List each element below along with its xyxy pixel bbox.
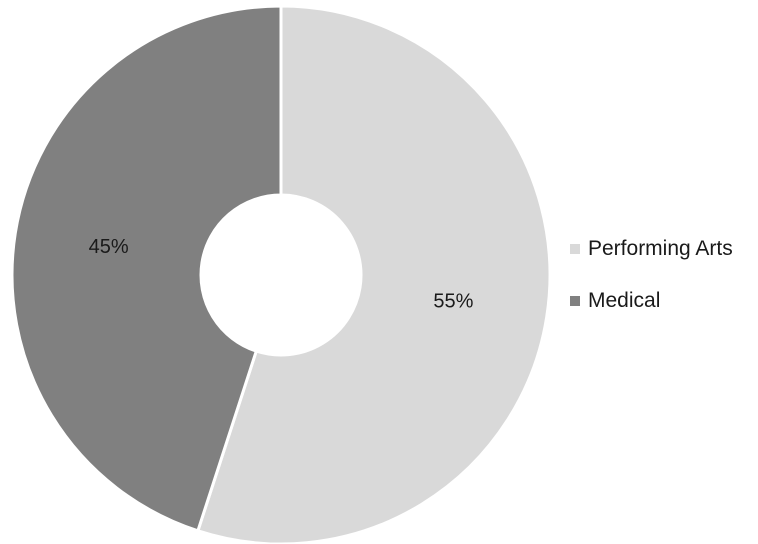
data-label-performing-arts: 55% — [433, 291, 473, 313]
slice-performing-arts — [195, 4, 552, 544]
legend: Performing Arts Medical — [570, 234, 733, 338]
legend-item-medical: Medical — [570, 286, 733, 316]
legend-swatch-performing-arts — [570, 244, 580, 254]
legend-swatch-medical — [570, 296, 580, 306]
slice-medical — [10, 4, 283, 533]
legend-label-performing-arts: Performing Arts — [588, 237, 733, 260]
data-label-medical: 45% — [89, 236, 129, 258]
legend-item-performing-arts: Performing Arts — [570, 234, 733, 264]
legend-label-medical: Medical — [588, 289, 661, 312]
